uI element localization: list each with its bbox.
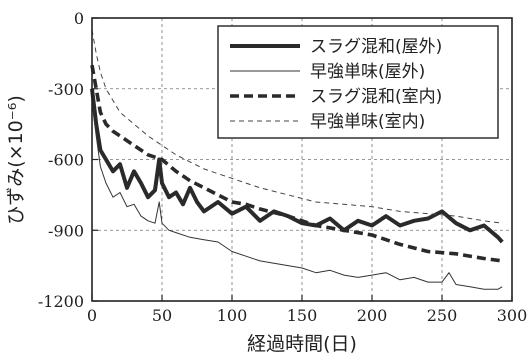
x-axis-title: 経過時間(日) xyxy=(247,333,357,355)
series-line xyxy=(90,64,503,263)
y-tick-label: -600 xyxy=(48,151,84,170)
y-tick-label: -900 xyxy=(48,221,84,240)
series-group xyxy=(90,29,504,290)
x-tick-label: 150 xyxy=(287,306,318,325)
y-tick-label: -300 xyxy=(48,80,84,99)
x-tick-label: 50 xyxy=(152,306,172,325)
x-tick-label: 0 xyxy=(87,306,97,325)
axis-ticks: 0 50 100 150 200 250 300 0 -300 -600 -900 -1200 xyxy=(38,9,527,325)
y-tick-label: -1200 xyxy=(38,292,84,311)
y-tick-label: 0 xyxy=(74,9,84,28)
y-axis-title: ひずみ(×10⁻⁶) xyxy=(5,95,27,225)
x-tick-label: 200 xyxy=(357,306,388,325)
legend-label: 早強単味(屋外) xyxy=(310,62,425,82)
x-tick-label: 100 xyxy=(217,306,248,325)
series-line xyxy=(91,29,503,224)
x-tick-label: 250 xyxy=(427,306,458,325)
legend: スラグ混和(屋外) 早強単味(屋外) スラグ混和(室内) 早強単味(室内) xyxy=(217,25,499,139)
series-line xyxy=(90,88,504,244)
legend-label: スラグ混和(室内) xyxy=(310,87,442,107)
x-tick-label: 300 xyxy=(497,306,528,325)
legend-label: スラグ混和(屋外) xyxy=(310,37,442,57)
legend-label: 早強単味(室内) xyxy=(310,112,425,132)
series-line xyxy=(91,100,503,290)
